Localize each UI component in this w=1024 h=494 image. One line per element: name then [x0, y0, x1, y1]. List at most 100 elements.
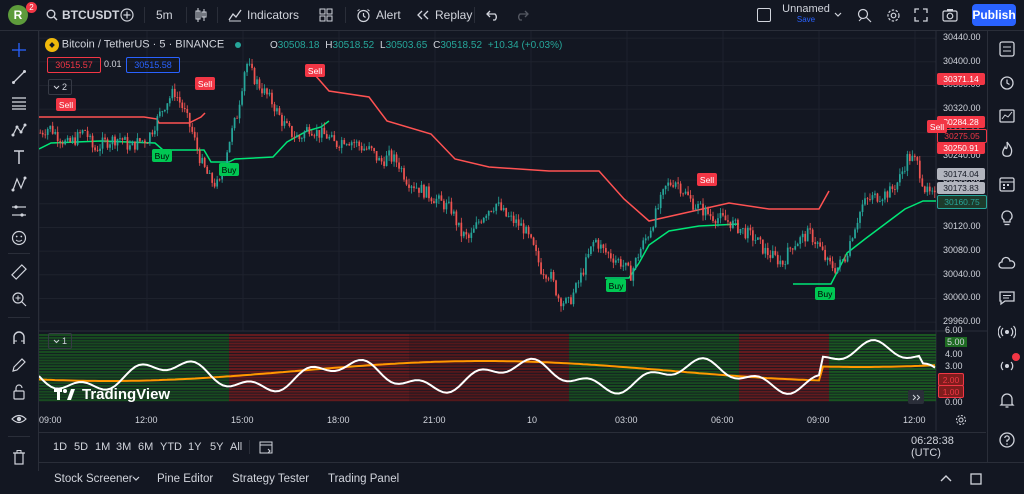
candle-body: [450, 201, 453, 214]
indicators-button[interactable]: Indicators: [228, 0, 299, 30]
emoji-tool[interactable]: [9, 228, 29, 248]
live-streams-button[interactable]: [996, 353, 1020, 377]
drawing-mode-tool[interactable]: [9, 355, 29, 375]
quick-search-button[interactable]: [857, 0, 872, 30]
streams-button[interactable]: [996, 321, 1018, 343]
text-tool[interactable]: [9, 147, 29, 167]
heat-band: [829, 356, 936, 359]
candle-body: [193, 131, 196, 138]
candle-body: [537, 250, 540, 263]
chats-button[interactable]: [996, 287, 1018, 309]
tab-pine-editor[interactable]: Pine Editor: [157, 472, 214, 485]
horizontal-lines-tool[interactable]: [9, 93, 29, 113]
range-1y-button[interactable]: 1Y: [188, 441, 202, 453]
range-5d-button[interactable]: 5D: [74, 441, 89, 453]
delete-drawings-tool[interactable]: [9, 447, 29, 467]
redo-button[interactable]: [515, 0, 529, 30]
candle-body: [739, 228, 742, 233]
price-axis[interactable]: 30440.0030400.0030360.0030320.0030280.00…: [937, 31, 987, 331]
chart-canvas[interactable]: [39, 31, 987, 431]
symbol-search-button[interactable]: BTCUSDT: [46, 0, 119, 30]
notifications-button[interactable]: [996, 389, 1018, 411]
layout-checkbox[interactable]: [757, 0, 771, 30]
candle-body: [697, 203, 699, 209]
candle-body: [557, 295, 560, 299]
time-axis[interactable]: 09:00 12:00 15:00 18:00 21:00 10 03:00 06:00 09:…: [39, 412, 937, 430]
axis-settings-button[interactable]: [955, 414, 967, 429]
candle-body: [657, 208, 660, 209]
maximize-panel-button[interactable]: [969, 463, 983, 494]
layout-menu-button[interactable]: [834, 0, 842, 30]
candle-body: [124, 137, 126, 140]
candle-body: [320, 127, 323, 138]
hotlists-button[interactable]: [996, 139, 1018, 161]
candle-body: [191, 126, 194, 132]
oscillator-axis[interactable]: 6.005.004.003.002.001.000.002.001.00: [937, 325, 987, 411]
interval-button[interactable]: 5m: [156, 8, 173, 22]
candle-body: [903, 170, 906, 172]
lock-tool[interactable]: [9, 382, 29, 402]
range-5y-button[interactable]: 5Y: [210, 441, 224, 453]
alerts-panel-button[interactable]: [996, 71, 1018, 93]
news-button[interactable]: [996, 253, 1018, 275]
collapse-panel-button[interactable]: [939, 463, 953, 494]
chart-type-button[interactable]: [194, 0, 208, 30]
chevron-down-icon: [53, 85, 60, 89]
clock-timezone-button[interactable]: 06:28:38 (UTC): [911, 435, 954, 459]
snapshot-button[interactable]: [942, 0, 958, 30]
candle-body: [76, 132, 79, 145]
goto-date-button[interactable]: [259, 433, 273, 461]
tab-stock-screener[interactable]: Stock Screener: [54, 472, 133, 485]
chevron-down-icon: [53, 339, 60, 343]
trend-line-tool[interactable]: [9, 67, 29, 87]
compare-symbol-button[interactable]: [120, 0, 134, 30]
pane2-toggle[interactable]: 1: [48, 333, 72, 349]
layout-name-button[interactable]: Unnamed Save: [778, 3, 834, 24]
screener-menu-button[interactable]: [132, 463, 140, 494]
heat-band: [39, 339, 229, 342]
candle-body: [86, 130, 89, 138]
fullscreen-button[interactable]: [914, 0, 928, 30]
indicators-toggle[interactable]: 2: [48, 79, 72, 95]
candle-body: [891, 186, 894, 190]
range-1m-button[interactable]: 1M: [95, 441, 111, 453]
candle-body: [799, 237, 802, 244]
candle-body: [759, 237, 762, 240]
candle-body: [532, 237, 535, 245]
zoom-tool[interactable]: [9, 289, 29, 309]
calendar-button[interactable]: [996, 173, 1018, 195]
visibility-tool[interactable]: [9, 409, 29, 429]
watchlist-button[interactable]: [996, 38, 1018, 60]
alert-button[interactable]: Alert: [356, 0, 401, 30]
range-6m-button[interactable]: 6M: [138, 441, 154, 453]
magnet-tool[interactable]: [9, 328, 29, 348]
tab-strategy-tester[interactable]: Strategy Tester: [232, 472, 310, 485]
candle-body: [139, 138, 141, 142]
scroll-to-realtime-button[interactable]: [908, 390, 924, 404]
candle-body: [433, 201, 435, 204]
undo-button[interactable]: [486, 0, 500, 30]
crosshair-tool[interactable]: [9, 40, 29, 60]
ideas-button[interactable]: [996, 207, 1018, 229]
buy-price-button[interactable]: 30515.58: [126, 57, 180, 73]
settings-button[interactable]: [886, 0, 901, 30]
tab-trading-panel[interactable]: Trading Panel: [328, 472, 400, 485]
candle-body: [771, 250, 774, 258]
user-avatar[interactable]: R: [8, 5, 28, 25]
publish-button[interactable]: Publish: [972, 4, 1016, 26]
heat-band: [39, 353, 229, 356]
range-1d-button[interactable]: 1D: [53, 441, 68, 453]
measure-range-tool[interactable]: [9, 201, 29, 221]
candle-body: [826, 257, 829, 260]
prediction-tool[interactable]: [9, 174, 29, 194]
data-window-button[interactable]: [996, 105, 1018, 127]
range-all-button[interactable]: All: [230, 441, 243, 453]
range-3m-button[interactable]: 3M: [116, 441, 132, 453]
sell-price-button[interactable]: 30515.57: [47, 57, 101, 73]
pattern-tool[interactable]: [9, 120, 29, 140]
ruler-tool[interactable]: [9, 262, 29, 282]
help-button[interactable]: [996, 429, 1018, 451]
replay-button[interactable]: Replay: [416, 0, 472, 30]
range-ytd-button[interactable]: YTD: [160, 441, 182, 453]
templates-button[interactable]: [319, 0, 333, 30]
